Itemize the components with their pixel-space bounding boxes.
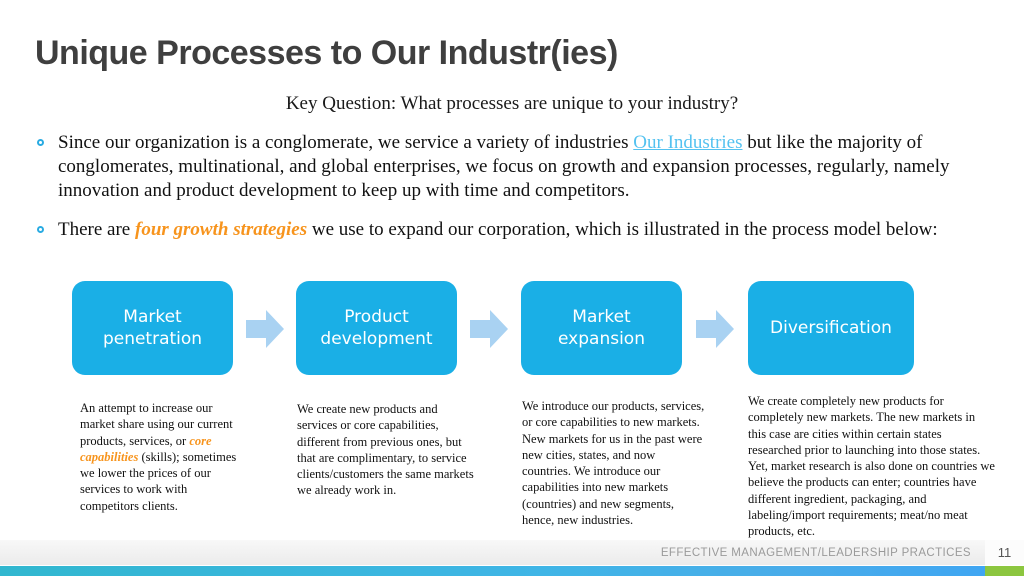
bottom-green-strip bbox=[985, 566, 1024, 576]
our-industries-link[interactable]: Our Industries bbox=[633, 132, 743, 153]
key-question: Key Question: What processes are unique … bbox=[285, 93, 739, 114]
process-step-label: Product development bbox=[320, 306, 433, 349]
bullet-circle-icon bbox=[37, 226, 44, 233]
slide-title: Unique Processes to Our Industr(ies) bbox=[35, 34, 618, 72]
core-capabilities-highlight: core capabilities bbox=[80, 433, 212, 464]
bullet-item-strategies: There are four growth strategies we use … bbox=[35, 218, 993, 242]
description-diversification: We create completely new products for co… bbox=[748, 394, 995, 539]
bullet1-text-pre: Since our organization is a conglomerate… bbox=[58, 132, 634, 153]
desc1-text-post: (skills); sometimes we lower the prices … bbox=[80, 449, 237, 513]
desc1-text-pre: An attempt to increase our market share … bbox=[80, 401, 233, 448]
description-market-expansion: We introduce our products, services, or … bbox=[522, 399, 705, 528]
arrow-right-icon bbox=[246, 310, 284, 348]
bullet-item-conglomerate: Since our organization is a conglomerate… bbox=[35, 131, 993, 203]
arrow-right-icon bbox=[470, 310, 508, 348]
process-step-product-development: Product development bbox=[296, 281, 457, 375]
bullet2-text-post: we use to expand our corporation, which … bbox=[307, 219, 938, 240]
four-growth-strategies-highlight: four growth strategies bbox=[135, 219, 308, 240]
description-market-penetration: An attempt to increase our market share … bbox=[80, 400, 242, 514]
footer-text: EFFECTIVE MANAGEMENT/LEADERSHIP PRACTICE… bbox=[660, 546, 971, 559]
process-step-market-expansion: Market expansion bbox=[521, 281, 682, 375]
bullet-circle-icon bbox=[37, 139, 44, 146]
bullet-list: Since our organization is a conglomerate… bbox=[35, 131, 993, 257]
arrow-right-icon bbox=[696, 310, 734, 348]
process-step-label: Market expansion bbox=[558, 306, 645, 349]
bullet1-text-post: but like the majority of conglomerates, … bbox=[58, 132, 950, 201]
bottom-gradient-strip bbox=[0, 566, 985, 576]
process-step-diversification: Diversification bbox=[748, 281, 914, 375]
bullet2-text-pre: There are bbox=[58, 219, 135, 240]
process-step-market-penetration: Market penetration bbox=[72, 281, 233, 375]
process-step-label: Market penetration bbox=[102, 306, 203, 349]
description-product-development: We create new products and services or c… bbox=[297, 402, 474, 498]
process-step-label: Diversification bbox=[770, 317, 892, 338]
footer-bar: EFFECTIVE MANAGEMENT/LEADERSHIP PRACTICE… bbox=[0, 540, 985, 565]
page-number: 11 bbox=[985, 540, 1024, 565]
